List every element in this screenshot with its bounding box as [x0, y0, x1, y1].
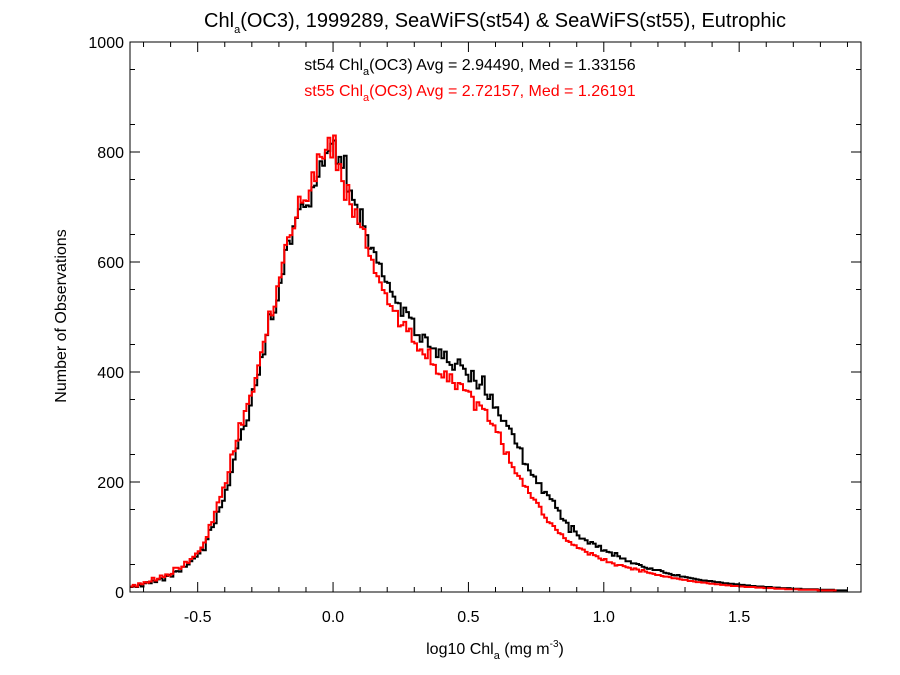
series-st55-histogram	[130, 134, 837, 592]
y-tick-label: 400	[97, 365, 124, 382]
y-tick-label: 600	[97, 255, 124, 272]
y-tick-label: 800	[97, 145, 124, 162]
y-tick-label: 0	[115, 585, 124, 602]
y-axis-label: Number of Observations	[53, 229, 70, 402]
st55-annotation: st55 Chla(OC3) Avg = 2.72157, Med = 1.26…	[304, 83, 635, 104]
x-axis-label: log10 Chla (mg m-3)	[426, 639, 564, 662]
x-tick-label: 1.5	[728, 609, 750, 626]
x-tick-label: 0.0	[322, 609, 344, 626]
y-tick-label: 200	[97, 475, 124, 492]
plot-frame	[129, 41, 862, 593]
x-tick-label: -0.5	[184, 609, 212, 626]
y-tick-label: 1000	[88, 35, 124, 52]
x-tick-label: 0.5	[457, 609, 479, 626]
st54-annotation: st54 Chla(OC3) Avg = 2.94490, Med = 1.33…	[304, 57, 635, 78]
x-tick-label: 1.0	[593, 609, 615, 626]
tick-layer: -0.5 0.0 0.5 1.0 1.5 0 200 400 600 800 1000	[88, 35, 861, 626]
chart-title: Chla(OC3), 1999289, SeaWiFS(st54) & SeaW…	[204, 10, 786, 36]
series-st54-histogram	[130, 139, 848, 592]
series-layer	[130, 134, 848, 592]
